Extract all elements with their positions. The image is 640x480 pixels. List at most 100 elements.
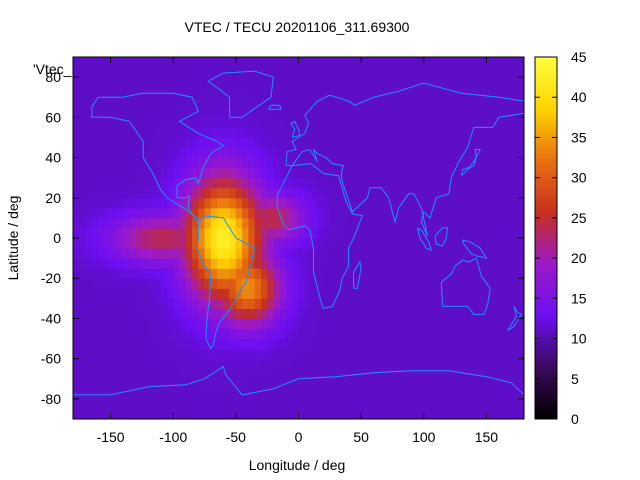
- heatmap-cell: [192, 238, 199, 249]
- heatmap-cell: [455, 248, 462, 259]
- heatmap-cell: [148, 207, 156, 219]
- heatmap-cell: [448, 77, 456, 88]
- heatmap-cell: [317, 147, 325, 159]
- heatmap-cell: [85, 298, 93, 309]
- heatmap-cell: [342, 288, 350, 299]
- heatmap-cell: [498, 308, 506, 320]
- heatmap-cell: [285, 378, 293, 390]
- heatmap-cell: [154, 348, 162, 360]
- heatmap-cell: [279, 197, 287, 209]
- heatmap-cell: [386, 147, 394, 159]
- heatmap-cell: [486, 338, 494, 350]
- heatmap-cell: [436, 338, 444, 350]
- heatmap-cell: [116, 398, 124, 410]
- heatmap-cell: [73, 348, 80, 360]
- heatmap-cell: [179, 318, 187, 330]
- heatmap-cell: [292, 157, 300, 169]
- heatmap-cell: [254, 107, 262, 118]
- heatmap-cell: [311, 408, 318, 419]
- heatmap-cell: [173, 227, 181, 239]
- heatmap-cell: [392, 57, 400, 68]
- heatmap-cell: [461, 177, 469, 189]
- heatmap-cell: [373, 177, 381, 189]
- heatmap-cell: [223, 107, 231, 118]
- heatmap-cell: [292, 308, 300, 320]
- heatmap-cell: [386, 167, 394, 179]
- heatmap-cell: [404, 258, 412, 269]
- heatmap-cell: [348, 358, 356, 370]
- heatmap-cell: [104, 137, 112, 149]
- heatmap-cell: [116, 378, 124, 390]
- heatmap-cell: [442, 328, 450, 340]
- heatmap-cell: [91, 338, 99, 350]
- heatmap-cell: [185, 368, 193, 380]
- colorbar-tick-label: 5: [571, 371, 579, 387]
- heatmap-cell: [455, 197, 462, 209]
- heatmap-cell: [85, 87, 93, 98]
- heatmap-cell: [141, 358, 149, 370]
- heatmap-cell: [223, 338, 231, 350]
- heatmap-cell: [273, 408, 281, 419]
- heatmap-cell: [279, 87, 287, 98]
- heatmap-cell: [379, 87, 387, 98]
- heatmap-cell: [411, 67, 419, 78]
- heatmap-cell: [323, 137, 331, 149]
- heatmap-cell: [342, 147, 350, 159]
- heatmap-cell: [116, 358, 124, 370]
- heatmap-cell: [129, 348, 137, 360]
- heatmap-cell: [85, 318, 93, 330]
- heatmap-cell: [116, 157, 124, 169]
- heatmap-cell: [91, 318, 99, 330]
- heatmap-cell: [73, 258, 80, 269]
- heatmap-cell: [235, 298, 243, 309]
- heatmap-cell: [254, 298, 262, 309]
- heatmap-cell: [79, 177, 87, 189]
- heatmap-cell: [461, 388, 469, 400]
- heatmap-cell: [292, 137, 300, 149]
- heatmap-cell: [417, 217, 425, 229]
- heatmap-cell: [505, 408, 513, 419]
- heatmap-cell: [223, 77, 231, 88]
- heatmap-cell: [411, 278, 419, 289]
- heatmap-cell: [317, 227, 325, 239]
- coastline-antarctica: [73, 365, 524, 396]
- heatmap-cell: [392, 227, 400, 239]
- heatmap-cell: [273, 207, 281, 219]
- heatmap-cell: [123, 147, 130, 159]
- heatmap-cell: [260, 368, 268, 380]
- heatmap-cell: [379, 207, 387, 219]
- heatmap-cell: [486, 217, 494, 229]
- heatmap-cell: [192, 258, 199, 269]
- heatmap-cell: [91, 248, 99, 259]
- heatmap-cell: [411, 177, 419, 189]
- heatmap-cell: [98, 77, 105, 88]
- heatmap-cell: [129, 278, 137, 289]
- heatmap-cell: [98, 248, 105, 259]
- heatmap-cell: [198, 298, 206, 309]
- heatmap-cell: [260, 358, 268, 370]
- heatmap-cell: [79, 117, 87, 128]
- heatmap-cell: [311, 278, 318, 289]
- heatmap-cell: [279, 268, 287, 279]
- heatmap-cell: [486, 177, 494, 189]
- heatmap-cell: [311, 238, 318, 249]
- heatmap-cell: [423, 388, 431, 400]
- heatmap-cell: [511, 378, 519, 390]
- heatmap-cell: [185, 238, 193, 249]
- heatmap-cell: [179, 107, 187, 118]
- heatmap-cell: [361, 107, 368, 118]
- heatmap-cell: [285, 258, 293, 269]
- heatmap-cell: [461, 217, 469, 229]
- heatmap-cell: [154, 57, 162, 68]
- heatmap-cell: [373, 398, 381, 410]
- heatmap-cell: [317, 57, 325, 68]
- heatmap-cell: [292, 278, 300, 289]
- heatmap-cell: [104, 358, 112, 370]
- heatmap-cell: [210, 388, 218, 400]
- heatmap-cell: [185, 147, 193, 159]
- heatmap-cell: [404, 227, 412, 239]
- heatmap-cell: [260, 308, 268, 320]
- heatmap-cell: [210, 298, 218, 309]
- heatmap-cell: [455, 177, 462, 189]
- heatmap-cell: [185, 67, 193, 78]
